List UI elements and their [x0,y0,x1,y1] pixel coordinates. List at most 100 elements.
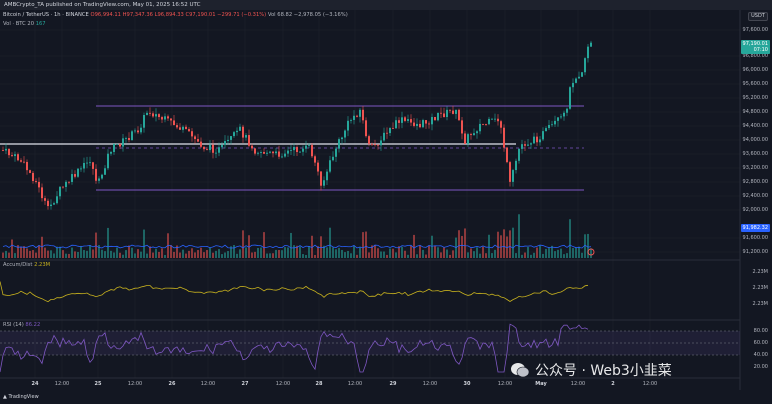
volume-bar [278,249,280,258]
volume-bar [371,245,373,258]
volume-bar [158,251,160,258]
symbol-name[interactable]: Bitcoin / TetherUS · 1h · BINANCE [3,12,89,18]
volume-bar [170,245,172,258]
volume-bar [476,247,478,258]
candle-body [101,174,103,179]
volume-bar [395,252,397,258]
candle-body [383,132,385,141]
volume-bar [197,250,199,258]
volume-bar [146,253,148,258]
candle-body [242,126,244,138]
volume-bar [215,250,217,258]
volume-summary: Vol 68.82 −2,978.05 (−3.16%) [267,12,348,18]
volume-bar [308,245,310,258]
candle-body [53,203,55,205]
candle-body [44,198,46,201]
volume-bar [572,248,574,258]
accum-legend[interactable]: Accum/Dist 2.23M [3,262,50,268]
candle-body [254,148,256,154]
candle-body [344,130,346,138]
candle-body [587,46,589,59]
volume-bar [98,245,100,258]
volume-bar [200,247,202,258]
candle-body [548,124,550,129]
candle-body [539,139,541,143]
rsi-value: 86.22 [25,322,41,328]
candle-body [161,117,163,120]
candle-body [119,143,121,147]
price-axis-label: 95,200.00 [742,95,768,101]
candle-body [158,114,160,118]
volume-bar [314,254,316,258]
volume-bar [116,247,118,258]
candle-body [266,152,268,154]
volume-bar [581,252,583,258]
volume-bar [380,251,382,258]
candle-body [476,131,478,134]
candle-body [413,122,415,126]
volume-bar [80,245,82,258]
candle-body [107,153,109,169]
volume-bar [464,228,466,258]
candle-body [104,168,106,175]
volume-bar [539,245,541,258]
candle-body [287,150,289,154]
publish-banner: AMBCrypto_TA published on TradingView.co… [0,0,772,10]
volume-bar [428,245,430,258]
candle-body [521,144,523,149]
volume-legend[interactable]: Vol · BTC 20 167 [3,21,46,27]
candle-body [554,120,556,125]
volume-bar [179,252,181,258]
candle-body [98,178,100,181]
volume-bar [338,247,340,258]
candle-body [38,181,40,188]
candle-body [572,82,574,88]
volume-bar [77,251,79,258]
volume-bar [125,250,127,258]
volume-bar [470,248,472,258]
volume-bar [266,253,268,258]
volume-bar [143,229,145,258]
volume-bar [131,247,133,258]
candle-body [170,118,172,121]
ohlc-values: O96,994.11 H97,347.36 L96,894.33 C97,190… [90,12,267,18]
volume-bar [272,253,274,258]
last-price-value: 97,190.01 [742,41,768,47]
accum-axis-label: 2.23M [752,269,768,275]
candle-body [527,144,529,146]
tradingview-logo[interactable]: ▲ TradingView [3,394,39,400]
rsi-legend[interactable]: RSI (14) 86.22 [3,322,40,328]
candle-body [245,135,247,138]
candle-body [395,120,397,129]
candle-body [203,146,205,150]
volume-bar [71,247,73,258]
volume-bar [407,254,409,258]
candle-body [83,162,85,169]
candle-body [278,151,280,157]
candle-body [272,151,274,154]
price-axis-label: 94,000.00 [742,137,768,143]
price-axis-label: 93,600.00 [742,151,768,157]
volume-bar [311,235,313,258]
volume-bar [149,246,151,258]
time-axis-label: May [535,381,547,387]
candle-body [329,160,331,172]
volume-bar [299,246,301,258]
symbol-info[interactable]: Bitcoin / TetherUS · 1h · BINANCE O96,99… [3,12,348,18]
candle-body [92,162,94,169]
candle-body [200,141,202,147]
volume-bar [317,246,319,258]
volume-bar [230,246,232,258]
currency-button[interactable]: USDT [748,12,768,21]
candle-body [326,171,328,181]
volume-bar [245,247,247,258]
candle-body [236,130,238,133]
candle-body [74,174,76,177]
candle-body [32,172,34,181]
candle-body [380,140,382,146]
price-axis-label: 95,600.00 [742,81,768,87]
volume-ma-tag: 91,982.32 [740,224,770,232]
candle-body [173,120,175,126]
volume-bar [404,250,406,258]
